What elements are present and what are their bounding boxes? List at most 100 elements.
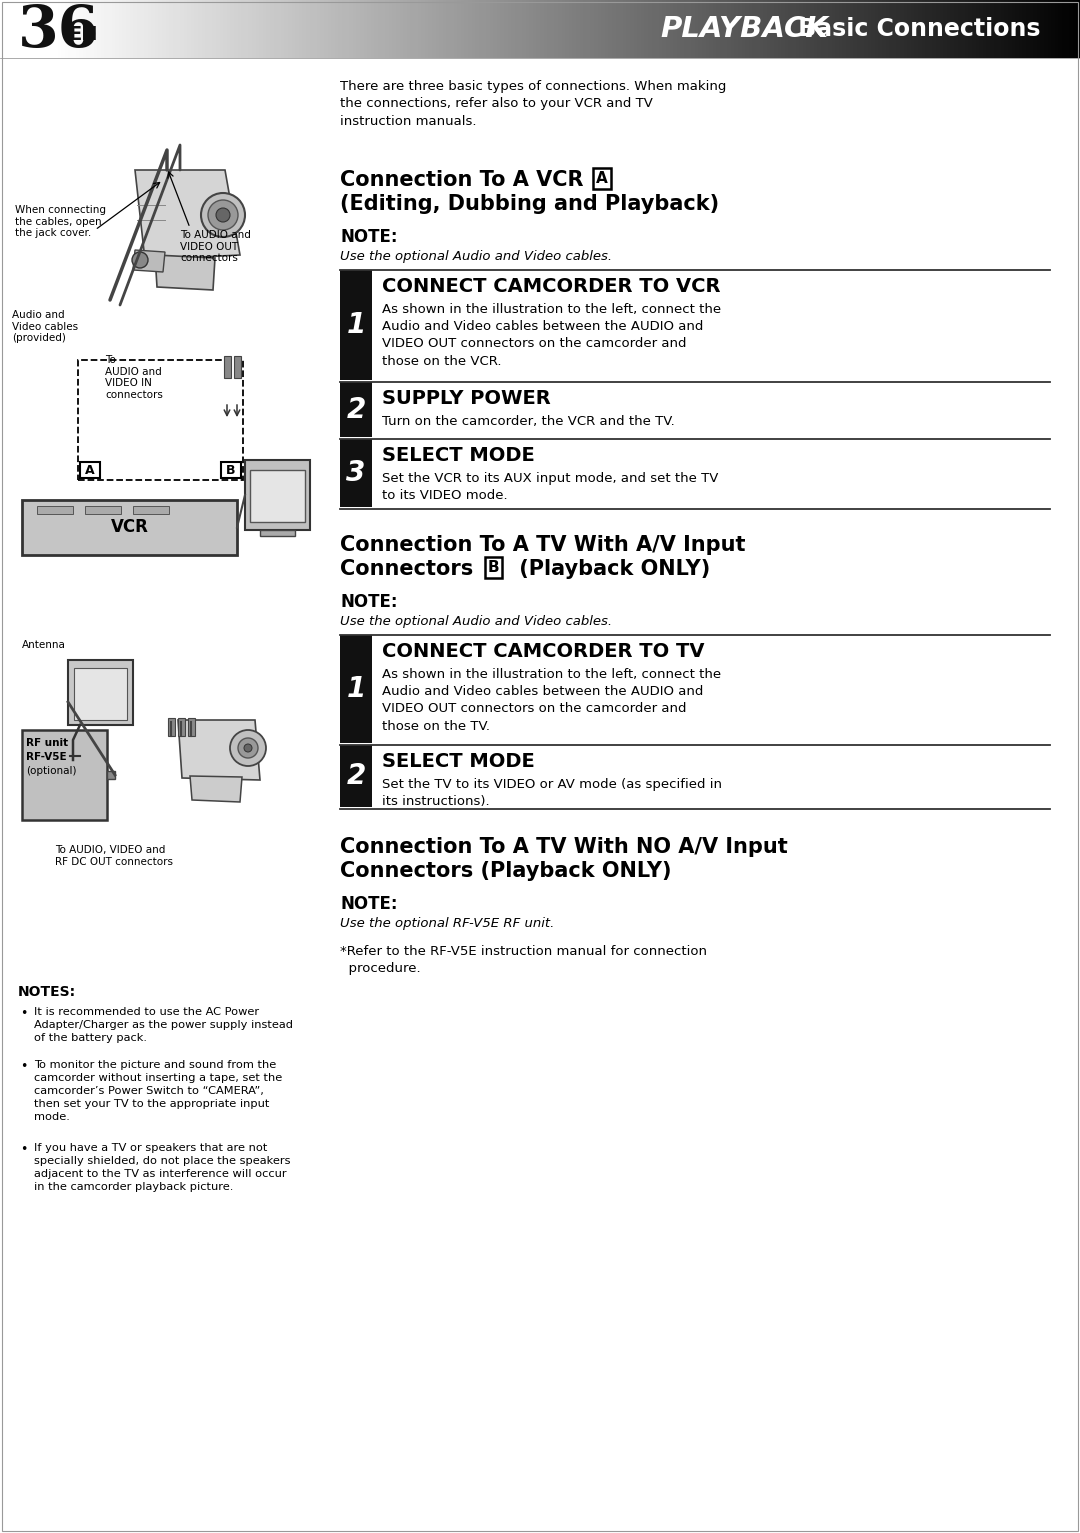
Bar xyxy=(518,0,523,58)
Text: Basic Connections: Basic Connections xyxy=(789,17,1040,41)
Bar xyxy=(522,0,527,58)
Bar xyxy=(364,0,368,58)
Bar xyxy=(861,0,865,58)
Bar xyxy=(656,0,660,58)
Bar xyxy=(1072,0,1078,58)
Text: SUPPLY POWER: SUPPLY POWER xyxy=(382,389,551,408)
Bar xyxy=(572,0,577,58)
Bar xyxy=(619,0,624,58)
Bar xyxy=(753,0,757,58)
Bar xyxy=(975,0,981,58)
Bar xyxy=(478,0,484,58)
Bar xyxy=(1069,0,1074,58)
Bar xyxy=(224,356,231,379)
Bar xyxy=(483,0,487,58)
Bar xyxy=(168,717,175,736)
Bar xyxy=(896,0,901,58)
Bar xyxy=(821,0,825,58)
Text: Antenna: Antenna xyxy=(22,639,66,650)
Text: B: B xyxy=(488,560,500,575)
Bar xyxy=(756,0,760,58)
Polygon shape xyxy=(190,776,242,802)
Text: PLAYBACK: PLAYBACK xyxy=(660,15,828,43)
Bar xyxy=(68,0,73,58)
Bar xyxy=(716,0,721,58)
Circle shape xyxy=(238,737,258,757)
Circle shape xyxy=(216,208,230,222)
Bar xyxy=(105,0,109,58)
Bar xyxy=(648,0,652,58)
Bar xyxy=(986,0,991,58)
Bar xyxy=(306,0,311,58)
Bar xyxy=(818,0,822,58)
Text: Turn on the camcorder, the VCR and the TV.: Turn on the camcorder, the VCR and the T… xyxy=(382,415,675,428)
Bar xyxy=(486,0,490,58)
Bar xyxy=(65,0,69,58)
Bar xyxy=(219,0,225,58)
Bar xyxy=(915,0,919,58)
Bar xyxy=(259,0,264,58)
Bar xyxy=(810,0,814,58)
Bar xyxy=(62,0,66,58)
Bar xyxy=(454,0,458,58)
Bar xyxy=(83,0,87,58)
Bar xyxy=(151,0,156,58)
Bar xyxy=(1066,0,1070,58)
Bar xyxy=(340,382,372,437)
Bar xyxy=(295,0,300,58)
Text: SELECT MODE: SELECT MODE xyxy=(382,446,535,464)
Bar xyxy=(1029,0,1035,58)
Bar xyxy=(626,0,631,58)
Bar xyxy=(78,360,243,480)
Text: 1: 1 xyxy=(347,675,366,704)
Bar xyxy=(180,0,185,58)
Bar xyxy=(910,0,916,58)
Bar xyxy=(421,0,426,58)
Bar xyxy=(846,0,851,58)
Bar xyxy=(353,0,357,58)
Text: NOTES:: NOTES: xyxy=(18,986,76,1000)
Bar xyxy=(386,0,390,58)
Bar xyxy=(824,0,829,58)
Bar xyxy=(278,0,282,58)
Bar xyxy=(926,0,930,58)
Text: •: • xyxy=(21,1059,27,1073)
Bar xyxy=(256,0,260,58)
Bar xyxy=(262,0,268,58)
Bar xyxy=(532,0,538,58)
Bar xyxy=(548,0,552,58)
Bar xyxy=(107,771,114,779)
Bar xyxy=(586,0,592,58)
Bar xyxy=(75,668,127,721)
Bar xyxy=(461,0,465,58)
Bar xyxy=(850,0,854,58)
Bar xyxy=(119,0,123,58)
Bar xyxy=(950,0,955,58)
FancyBboxPatch shape xyxy=(80,461,100,478)
Bar xyxy=(1058,0,1063,58)
Text: Connection To A TV With A/V Input: Connection To A TV With A/V Input xyxy=(340,535,745,555)
Bar xyxy=(666,0,671,58)
Bar xyxy=(637,0,642,58)
Bar xyxy=(407,0,411,58)
Text: Use the optional RF-V5E RF unit.: Use the optional RF-V5E RF unit. xyxy=(340,917,554,931)
Bar xyxy=(100,0,106,58)
Bar xyxy=(396,0,401,58)
Bar xyxy=(705,0,711,58)
Bar xyxy=(767,0,771,58)
Bar xyxy=(921,0,927,58)
Bar xyxy=(281,0,285,58)
Bar xyxy=(1015,0,1020,58)
Bar xyxy=(551,0,555,58)
Bar xyxy=(46,0,52,58)
Bar xyxy=(410,0,415,58)
Bar xyxy=(11,0,15,58)
Bar xyxy=(764,0,768,58)
Bar xyxy=(964,0,970,58)
Bar xyxy=(313,0,318,58)
Circle shape xyxy=(132,251,148,268)
Bar xyxy=(802,0,808,58)
Bar xyxy=(349,0,354,58)
Bar xyxy=(170,0,174,58)
Text: To
AUDIO and
VIDEO IN
connectors: To AUDIO and VIDEO IN connectors xyxy=(105,356,163,400)
